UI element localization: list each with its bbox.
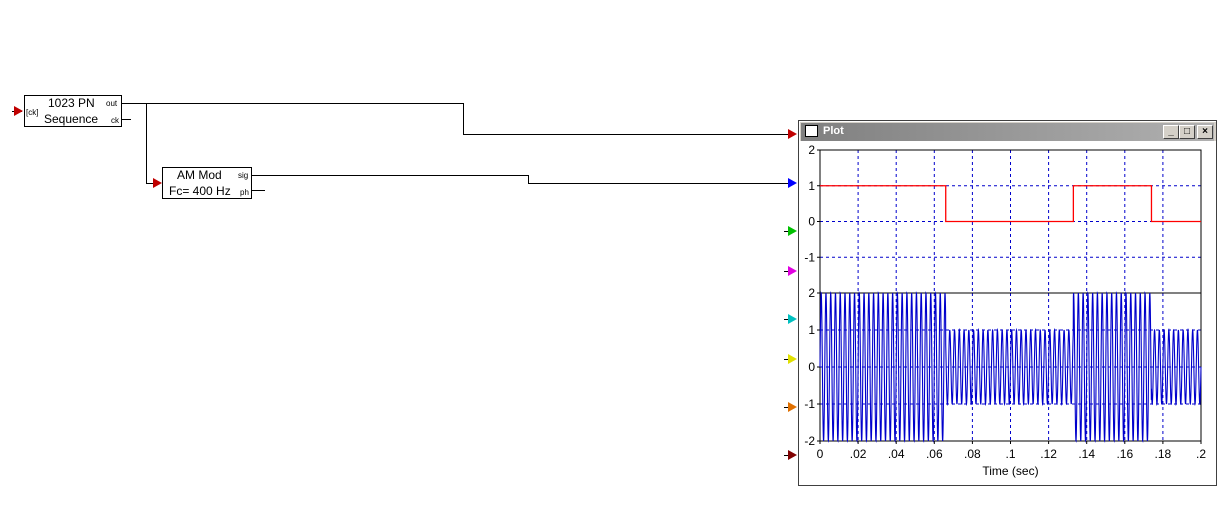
am-block-subtitle: Fc= 400 Hz bbox=[169, 184, 231, 198]
pn-ck-input-label: [ck] bbox=[26, 108, 39, 117]
plot-input-arrow[interactable] bbox=[788, 450, 797, 460]
am-ph-output-stub bbox=[252, 190, 265, 191]
x-tick-label: .04 bbox=[888, 447, 905, 461]
pn-sequence-block[interactable]: [ck] 1023 PN Sequence out ck bbox=[24, 95, 122, 127]
pn-block-title: 1023 PN bbox=[48, 96, 95, 110]
y-tick-label: -1 bbox=[804, 397, 815, 411]
wire-pn-to-plot-final bbox=[463, 134, 790, 135]
series-line bbox=[819, 291, 1202, 443]
y-tick-label: 2 bbox=[808, 143, 815, 157]
x-tick-label: .12 bbox=[1040, 447, 1057, 461]
plot-title: Plot bbox=[823, 125, 844, 137]
minimize-button[interactable]: _ bbox=[1163, 125, 1179, 139]
pn-input-arrow[interactable] bbox=[14, 106, 23, 116]
plot-area: 2 1 0 -1 2 1 0 -1 -2 0.02.04.06.08.1.12.14.16.18.… bbox=[799, 141, 1216, 485]
y-tick-label: 1 bbox=[808, 323, 815, 337]
x-tick-label: 0 bbox=[817, 447, 824, 461]
y-tick-label: -2 bbox=[804, 434, 815, 448]
y-tick-label: 0 bbox=[808, 215, 815, 229]
x-tick-label: .08 bbox=[964, 447, 981, 461]
y-tick-label: 0 bbox=[808, 360, 815, 374]
am-input-arrow[interactable] bbox=[153, 178, 162, 188]
plot-input-arrow[interactable] bbox=[788, 266, 797, 276]
y-tick-label: 2 bbox=[808, 286, 815, 300]
y-tick-label: -1 bbox=[804, 250, 815, 264]
maximize-button[interactable]: □ bbox=[1179, 125, 1195, 139]
plot-input-arrow[interactable] bbox=[788, 354, 797, 364]
x-tick-label: .02 bbox=[850, 447, 867, 461]
series-line bbox=[820, 185, 1201, 223]
am-block-title: AM Mod bbox=[177, 168, 222, 182]
x-tick-label: .16 bbox=[1116, 447, 1133, 461]
x-tick-label: .18 bbox=[1155, 447, 1172, 461]
wire-pn-to-am-horizontal bbox=[146, 183, 154, 184]
x-tick-label: .06 bbox=[926, 447, 943, 461]
close-button[interactable]: × bbox=[1197, 125, 1213, 139]
window-icon bbox=[805, 125, 818, 137]
wire-am-to-plot-final bbox=[528, 183, 790, 184]
plot-input-arrow[interactable] bbox=[788, 402, 797, 412]
am-sig-port-label: sig bbox=[238, 171, 249, 180]
wire-pn-to-am bbox=[146, 103, 147, 183]
plot-input-arrow[interactable] bbox=[788, 178, 797, 188]
plot-window[interactable]: Plot _ □ × 2 1 0 -1 2 1 0 -1 -2 0.02.04.06.08.1.1… bbox=[798, 120, 1217, 486]
x-tick-label: .2 bbox=[1196, 447, 1206, 461]
plot-input-arrow[interactable] bbox=[788, 129, 797, 139]
am-mod-block[interactable]: AM Mod Fc= 400 Hz sig ph bbox=[162, 167, 252, 199]
pn-out-port-label: out bbox=[106, 99, 118, 108]
wire-am-to-plot bbox=[252, 175, 529, 176]
plot-svg: 210-1210-1-20.02.04.06.08.1.12.14.16.18.… bbox=[804, 143, 1206, 478]
x-tick-label: .14 bbox=[1078, 447, 1095, 461]
pn-ck-port-label: ck bbox=[111, 116, 119, 125]
x-axis-label: Time (sec) bbox=[982, 464, 1038, 478]
am-ph-port-label: ph bbox=[240, 188, 249, 197]
x-tick-label: .1 bbox=[1005, 447, 1015, 461]
wire-pn-to-plot-vertical bbox=[463, 103, 464, 135]
wire-am-to-plot-vertical bbox=[528, 175, 529, 183]
plot-input-arrow[interactable] bbox=[788, 314, 797, 324]
pn-ck-output-stub bbox=[122, 119, 131, 120]
plot-input-arrow[interactable] bbox=[788, 226, 797, 236]
plot-titlebar[interactable]: Plot _ □ × bbox=[801, 123, 1214, 141]
pn-block-subtitle: Sequence bbox=[44, 112, 99, 126]
y-tick-label: 1 bbox=[808, 179, 815, 193]
wire-pn-to-plot bbox=[122, 103, 464, 104]
